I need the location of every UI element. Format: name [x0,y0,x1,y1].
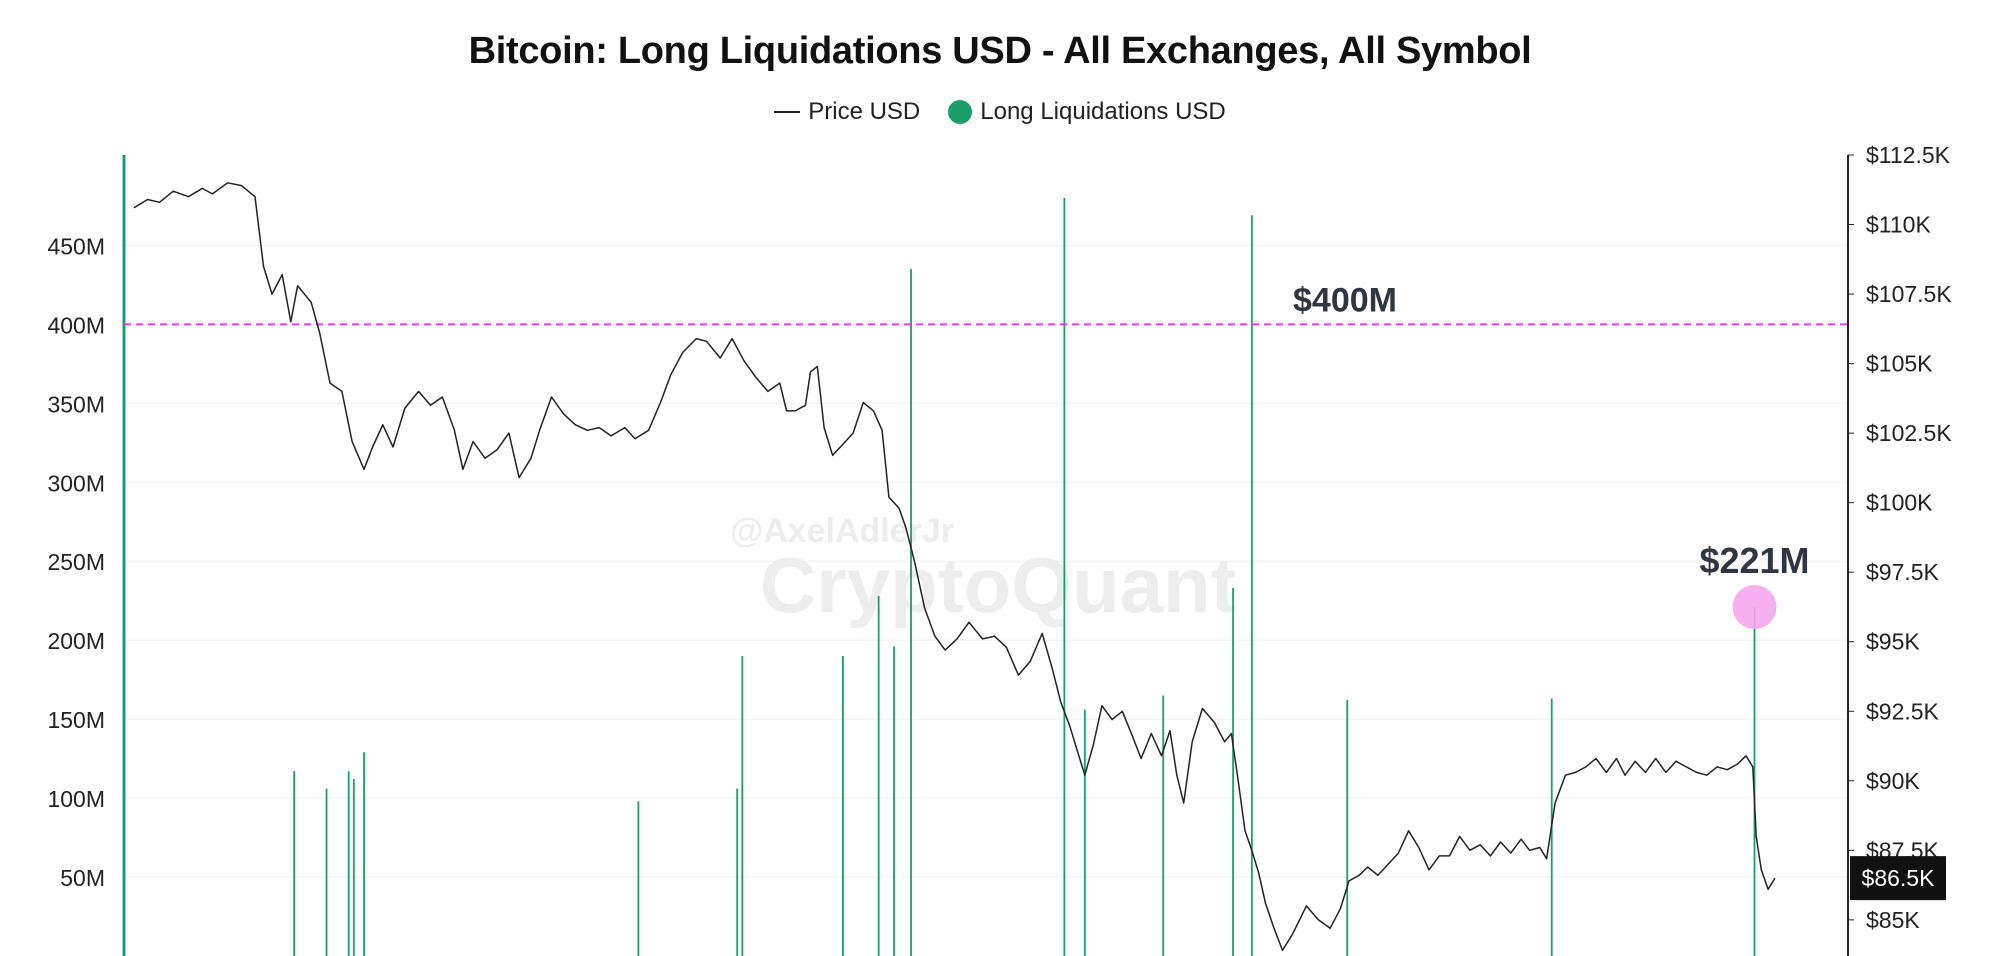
legend-dot-marker [948,100,973,124]
y-right-tick-label: $102.5K [1866,420,1952,446]
y-left-tick-label: 50M [60,865,105,891]
highlight-marker [1732,585,1777,630]
y-left-tick-label: 100M [47,786,105,812]
y-left-tick-label: 400M [47,312,105,338]
watermark-handle: @AxelAdlerJr [730,512,954,550]
current-price-tag [1850,856,1946,901]
legend-label-price: Price USD [808,98,921,125]
y-left-tick-label: 450M [47,233,105,259]
legend-line-marker [774,111,801,113]
y-right-tick-label: $105K [1866,351,1933,377]
y-left-tick-label: 200M [47,628,105,654]
y-right-tick-label: $107.5K [1866,281,1952,307]
y-left-tick-label: 250M [47,549,105,575]
current-price-label: $86.5K [1862,865,1936,891]
y-right-tick-label: $112.5K [1866,142,1951,168]
y-right-tick-label: $92.5K [1866,698,1940,724]
y-right-tick-label: $90K [1866,768,1920,794]
y-right-tick-label: $95K [1866,629,1920,655]
y-left-tick-label: 150M [47,707,105,733]
y-right-tick-label: $97.5K [1866,559,1940,585]
legend-item-price[interactable]: Price USD [774,98,920,126]
watermark-brand: CryptoQuant [760,541,1237,629]
y-right-tick-label: $85K [1866,907,1920,933]
y-left-tick-label: 350M [47,391,105,417]
legend-item-long-liquidations[interactable]: Long Liquidations USD [948,98,1226,126]
price-line [133,182,1776,952]
threshold-label: $400M [1293,281,1397,319]
y-right-tick-label: $100K [1866,490,1933,516]
y-left-tick-label: 300M [47,470,105,496]
highlight-label: $221M [1699,540,1809,581]
chart-legend: Price USD Long Liquidations USD [0,98,2000,126]
legend-label-long-liquidations: Long Liquidations USD [980,98,1226,125]
chart-title: Bitcoin: Long Liquidations USD - All Exc… [468,30,1532,72]
y-right-tick-label: $110K [1866,212,1931,238]
